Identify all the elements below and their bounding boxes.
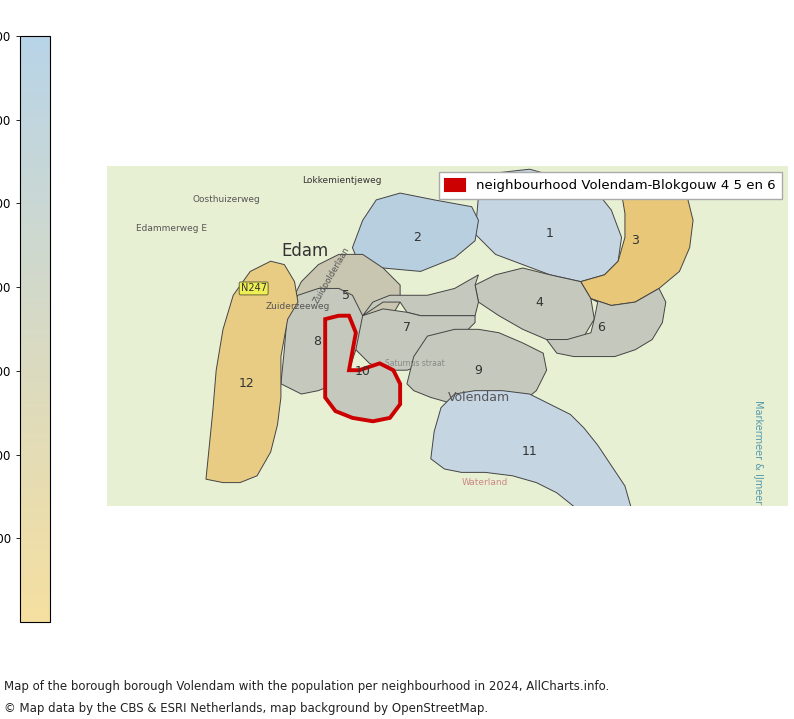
- Polygon shape: [326, 316, 400, 421]
- Text: 9: 9: [475, 364, 483, 377]
- Polygon shape: [287, 255, 400, 333]
- Text: 8: 8: [313, 335, 321, 348]
- Polygon shape: [431, 390, 632, 551]
- Text: 11: 11: [522, 446, 538, 459]
- Text: Edammerweg E: Edammerweg E: [137, 224, 207, 233]
- Polygon shape: [580, 173, 693, 306]
- Text: Volendam: Volendam: [447, 391, 510, 404]
- Text: Waterland: Waterland: [462, 478, 508, 487]
- Polygon shape: [407, 329, 546, 408]
- Text: Markermeer & IJmeer: Markermeer & IJmeer: [753, 400, 763, 504]
- Text: Zuidpolderlaan: Zuidpolderlaan: [312, 245, 352, 305]
- Polygon shape: [475, 169, 622, 282]
- Polygon shape: [546, 288, 666, 357]
- Text: 5: 5: [341, 289, 349, 302]
- Text: 6: 6: [597, 321, 605, 334]
- Text: 3: 3: [631, 234, 639, 247]
- Text: Edam: Edam: [281, 242, 329, 260]
- Text: Saturnus straat: Saturnus straat: [385, 359, 445, 368]
- Text: Zuiderzeeweg: Zuiderzeeweg: [266, 302, 330, 311]
- Text: 4: 4: [536, 296, 544, 308]
- FancyBboxPatch shape: [107, 166, 788, 506]
- Polygon shape: [206, 261, 298, 482]
- Text: 2: 2: [413, 231, 421, 244]
- Text: N247: N247: [241, 283, 267, 293]
- Text: Lokkemientjeweg: Lokkemientjeweg: [303, 176, 382, 186]
- Text: Oosthuizerweg: Oosthuizerweg: [192, 196, 260, 204]
- Text: 12: 12: [239, 377, 255, 390]
- Polygon shape: [475, 268, 594, 343]
- Legend: neighbourhood Volendam-Blokgouw 4 5 en 6: neighbourhood Volendam-Blokgouw 4 5 en 6: [438, 173, 782, 199]
- Text: 7: 7: [403, 321, 411, 334]
- Text: 1: 1: [546, 227, 554, 240]
- Polygon shape: [353, 193, 479, 271]
- Polygon shape: [281, 288, 363, 394]
- Text: Map of the borough borough Volendam with the population per neighbourhood in 202: Map of the borough borough Volendam with…: [4, 680, 609, 693]
- Text: © Map data by the CBS & ESRI Netherlands, map background by OpenStreetMap.: © Map data by the CBS & ESRI Netherlands…: [4, 702, 488, 715]
- Polygon shape: [349, 275, 479, 333]
- Text: 10: 10: [355, 365, 371, 378]
- Polygon shape: [349, 309, 475, 370]
